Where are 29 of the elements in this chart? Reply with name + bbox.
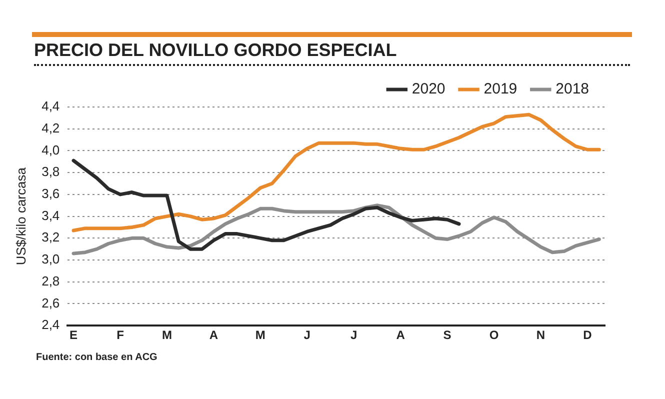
y-tick-label: 2,4 (42, 317, 60, 332)
y-tick-label: 3,4 (42, 208, 60, 223)
y-tick-label: 3,2 (42, 230, 60, 245)
y-tick-label: 4,0 (42, 142, 60, 158)
x-tick-label: O (489, 328, 499, 342)
legend-label: 2019 (484, 80, 518, 98)
x-tick-label: J (350, 328, 358, 342)
x-tick-label: E (70, 328, 78, 342)
x-tick-label: M (162, 328, 172, 342)
legend-label: 2020 (412, 80, 446, 98)
y-tick-label: 3,0 (42, 252, 60, 267)
y-axis-title: US$/kilo carcasa (13, 166, 28, 266)
y-tick-label: 2,8 (42, 273, 60, 288)
x-tick-label: D (583, 328, 592, 342)
y-tick-label: 4,4 (42, 98, 60, 114)
y-tick-label: 3,8 (42, 164, 60, 180)
legend-label: 2018 (556, 80, 590, 98)
x-tick-label: A (396, 328, 406, 342)
chart-title: PRECIO DEL NOVILLO GORDO ESPECIAL (34, 40, 397, 61)
y-tick-label: 2,6 (42, 295, 60, 310)
x-tick-label: S (443, 328, 452, 342)
x-tick-label: F (116, 328, 124, 342)
x-tick-label: A (209, 328, 218, 342)
y-tick-label: 4,2 (42, 120, 60, 136)
x-tick-label: J (304, 328, 310, 342)
y-tick-label: 3,6 (42, 186, 60, 202)
x-tick-label: M (255, 328, 266, 342)
source-note: Fuente: con base en ACG (36, 352, 158, 363)
x-tick-label: N (536, 328, 546, 342)
